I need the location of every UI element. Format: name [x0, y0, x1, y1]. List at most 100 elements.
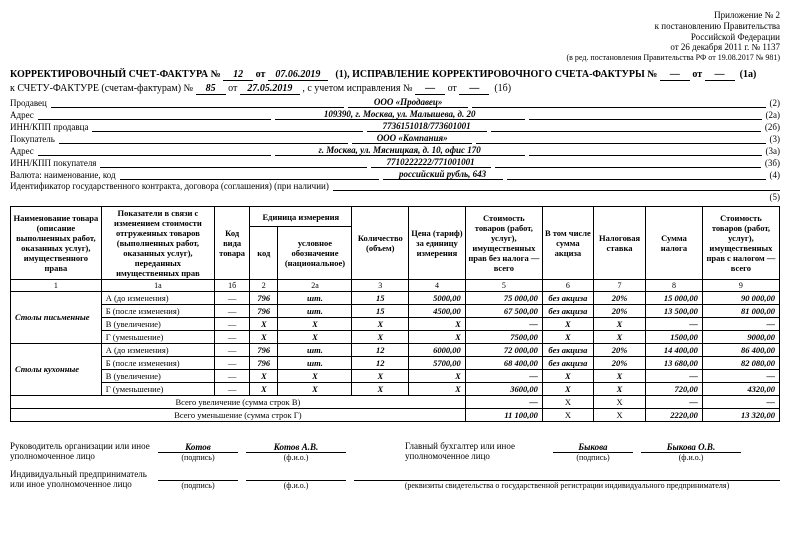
table-row: Б (после изменения)—796шт.125700,0068 40…: [11, 356, 780, 369]
cell: X: [352, 369, 409, 382]
n1b: 1б: [215, 279, 250, 291]
cell: —: [702, 317, 779, 330]
n1: 1: [11, 279, 102, 291]
inc-8: —: [646, 395, 703, 408]
inn2-v: 7710222222/771001001: [371, 157, 491, 168]
addr-row: Адрес109390, г. Москва, ул. Малышева, д.…: [10, 109, 780, 120]
cell: X: [250, 382, 278, 395]
cell: Г (уменьшение): [101, 382, 214, 395]
cell: X: [250, 317, 278, 330]
cell: X: [278, 317, 352, 330]
ruk-l: Руководитель организации или иное уполно…: [10, 442, 150, 462]
cell: —: [465, 317, 542, 330]
cell: 796: [250, 304, 278, 317]
cell: 81 000,00: [702, 304, 779, 317]
table-row: В (увеличение)—XXXX—XX——: [11, 317, 780, 330]
cell: X: [409, 317, 466, 330]
cell: 15: [352, 291, 409, 304]
n7: 7: [593, 279, 645, 291]
signatures: Руководитель организации или иное уполно…: [10, 442, 780, 498]
col-5: Стоимость товаров (работ, услуг), имущес…: [465, 206, 542, 279]
title-line-1: КОРРЕКТИРОВОЧНЫЙ СЧЕТ-ФАКТУРА № 12 от 07…: [10, 69, 780, 81]
addr2-c: (3а): [766, 146, 781, 156]
col-2: код: [250, 227, 278, 279]
cell: 15 000,00: [646, 291, 703, 304]
ip-fio-u: (ф.и.о.): [284, 481, 309, 490]
buyer-v: ООО «Компания»: [352, 133, 472, 144]
cell: —: [702, 369, 779, 382]
cell: X: [542, 369, 593, 382]
cell: 7500,00: [465, 330, 542, 343]
col-7: Налоговая ставка: [593, 206, 645, 279]
inn1-l: ИНН/КПП продавца: [10, 122, 88, 132]
n1a: 1а: [101, 279, 214, 291]
cell: 4320,00: [702, 382, 779, 395]
inc-6: X: [542, 395, 593, 408]
invoice-num: 12: [223, 69, 253, 81]
cell: 5000,00: [409, 291, 466, 304]
edit-note: (в ред. постановления Правительства РФ о…: [10, 53, 780, 63]
dec-8: 2220,00: [646, 408, 703, 421]
t2a: к СЧЕТУ-ФАКТУРЕ (счетам-фактурам) №: [10, 83, 193, 94]
table-row: Г (уменьшение)—XXXX7500,00XX1500,009000,…: [11, 330, 780, 343]
total-inc-row: Всего увеличение (сумма строк В) — X X —…: [11, 395, 780, 408]
seller-row: ПродавецООО «Продавец»(2): [10, 97, 780, 108]
ident-row: Идентификатор государственного контракта…: [10, 181, 780, 191]
cell: —: [215, 291, 250, 304]
n8: 8: [646, 279, 703, 291]
cur-row: Валюта: наименование, кодроссийский рубл…: [10, 169, 780, 180]
n5: 5: [465, 279, 542, 291]
rf: Российской Федерации: [10, 32, 780, 43]
table-row: Б (после изменения)—796шт.154500,0067 50…: [11, 304, 780, 317]
inc-l: Всего увеличение (сумма строк В): [11, 395, 466, 408]
cell: 1500,00: [646, 330, 703, 343]
n2a: 2а: [278, 279, 352, 291]
ruk-fio: Котов А.В.: [246, 442, 346, 453]
cell: —: [215, 356, 250, 369]
inn1-c: (2б): [765, 122, 780, 132]
cell: 86 400,00: [702, 343, 779, 356]
cell: —: [215, 343, 250, 356]
total-dec-row: Всего уменьшение (сумма строк Г) 11 100,…: [11, 408, 780, 421]
buh-pod: (подпись): [576, 453, 609, 462]
dec-l: Всего уменьшение (сумма строк Г): [11, 408, 466, 421]
base-date: 27.05.2019: [240, 83, 300, 95]
cur-c: (4): [770, 170, 781, 180]
col-4: Цена (тариф) за единицу измерения: [409, 206, 466, 279]
cell: шт.: [278, 291, 352, 304]
col-2g: Единица измерения: [250, 206, 352, 227]
cell: без акциза: [542, 291, 593, 304]
col-9: Стоимость товаров (работ, услуг), имущес…: [702, 206, 779, 279]
ot2: от: [692, 69, 702, 80]
cell: В (увеличение): [101, 317, 214, 330]
corr-num: —: [660, 69, 690, 81]
cell: X: [409, 330, 466, 343]
cell: 67 500,00: [465, 304, 542, 317]
cell: 20%: [593, 291, 645, 304]
app-no: Приложение № 2: [10, 10, 780, 21]
addr-l: Адрес: [10, 110, 34, 120]
tail1: (1а): [740, 69, 757, 80]
table-row: Столы кухонныеА (до изменения)—796шт.126…: [11, 343, 780, 356]
dec-7: X: [593, 408, 645, 421]
n9: 9: [702, 279, 779, 291]
table-row: Столы письменныеА (до изменения)—796шт.1…: [11, 291, 780, 304]
cell: —: [646, 369, 703, 382]
cell: без акциза: [542, 343, 593, 356]
col-1a: Показатели в связи с изменением стоимост…: [101, 206, 214, 279]
buh-fio-u: (ф.и.о.): [679, 453, 704, 462]
cell: X: [593, 317, 645, 330]
cell: X: [278, 369, 352, 382]
n4: 4: [409, 279, 466, 291]
buh-l: Главный бухгалтер или иное уполномоченно…: [405, 442, 545, 462]
gov: к постановлению Правительства: [10, 21, 780, 32]
cell: 68 400,00: [465, 356, 542, 369]
inc-5: —: [465, 395, 542, 408]
cell: Б (после изменения): [101, 356, 214, 369]
dec-5: 11 100,00: [465, 408, 542, 421]
cell: А (до изменения): [101, 343, 214, 356]
cell: —: [465, 369, 542, 382]
cell: —: [215, 304, 250, 317]
addr2-v: г. Москва, ул. Мясницкая, д. 10, офис 17…: [275, 145, 525, 156]
ident-c: (5): [10, 192, 780, 202]
